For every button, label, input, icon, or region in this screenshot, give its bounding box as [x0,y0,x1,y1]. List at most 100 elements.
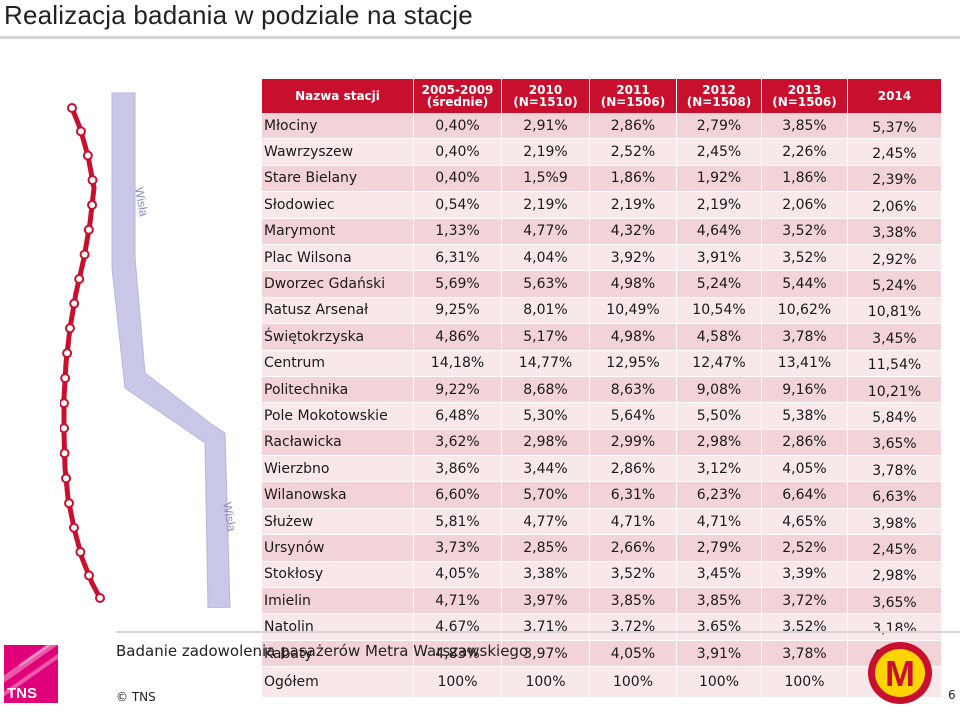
table-row-wawrzyszew: Wawrzyszew 0,40% 2,19% 2,52% 2,45% 2,26% 2,45% [262,139,942,166]
value-cell: 3,52% [762,218,848,245]
tns-logo: TNS [4,645,58,703]
value-cell: 4,71% [590,508,677,536]
value-cell: 5,44% [762,271,848,298]
header-station-name: Nazwa stacji [262,79,414,113]
station-name-cell: Ratusz Arsenał [262,297,414,325]
station-dot [87,175,98,186]
value-cell: 4,67% [414,614,502,641]
table-row-centrum: Centrum 14,18% 14,77% 12,95% 12,47% 13,41% 11,… [262,350,942,377]
value-cell: 3,62% [414,429,502,457]
value-cell: 3,71% [502,614,590,641]
table-row-raclawicka: Racławicka 3,62% 2,98% 2,99% 2,98% 2,86% 3,65% [262,429,942,457]
value-cell: 14,18% [414,350,502,377]
value-cell: 5,70% [502,482,590,509]
value-cell: 3,72% [590,614,677,641]
value-cell: 2,06% [762,192,848,219]
value-cell: 9,16% [762,376,848,404]
station-name-cell: Marymont [262,218,414,245]
station-dot [64,498,75,509]
station-name-cell: Kabaty [262,640,414,668]
value-cell: 6,23% [677,482,762,509]
station-name-cell: Imielin [262,588,414,615]
table-row-swietokrzyska: Świętokrzyska 4,86% 5,17% 4,98% 4,58% 3,78% 3,… [262,324,942,351]
value-cell: 4,71% [677,508,762,536]
station-name-cell: Ursynów [262,535,414,562]
value-cell: 2,98% [848,561,942,589]
table-row-slodowiec: Słodowiec 0,54% 2,19% 2,19% 2,19% 2,06% 2,06% [262,192,942,219]
station-name-cell: Dworzec Gdański [262,271,414,298]
value-cell: 6,48% [414,403,502,430]
station-name-cell: Ogółem [262,667,414,699]
value-cell: 3,85% [677,588,762,615]
metro-line-map: Wisła Wisła [60,92,239,608]
river-label-bottom: Wisła [220,501,239,533]
value-cell: 4,64% [677,218,762,245]
value-cell: 2,79% [677,113,762,140]
value-cell: 8,01% [502,297,590,325]
table-row-stoklosy: Stokłosy 4,05% 3,38% 3,52% 3,45% 3,39% 2,98% [262,561,942,589]
value-cell: 5,37% [848,113,942,140]
value-cell: 3,45% [848,324,942,351]
value-cell: 3,44% [502,456,590,483]
value-cell: 6,31% [590,482,677,509]
station-dot [60,423,69,434]
value-cell: 4,05% [590,640,677,668]
value-cell: 5,24% [848,271,942,298]
value-cell: 2,86% [590,113,677,140]
value-cell: 12,95% [590,350,677,377]
value-cell: 6,64% [762,482,848,509]
value-cell: 3,91% [677,640,762,668]
value-cell: 4,98% [590,324,677,351]
value-cell: 3,73% [414,535,502,562]
value-cell: 0,40% [414,165,502,193]
value-cell: 5,30% [502,403,590,430]
page-number: 6 [948,688,956,702]
table-row-ursynow: Ursynów 3,73% 2,85% 2,66% 2,79% 2,52% 2,45% [262,535,942,562]
value-cell: 13,41% [762,350,848,377]
station-dot [75,546,86,557]
value-cell: 2,79% [677,535,762,562]
value-cell: 10,62% [762,297,848,325]
value-cell: 100% [762,667,848,699]
value-cell: 0,40% [414,113,502,140]
value-cell: 2,26% [762,139,848,166]
value-cell: 0,40% [414,139,502,166]
station-dot [87,199,98,210]
table-row-pole-mokotowskie: Pole Mokotowskie 6,48% 5,30% 5,64% 5,50% 5,38… [262,403,942,430]
value-cell: 3,97% [502,588,590,615]
metro-logo: M [868,642,932,704]
value-cell: 100% [414,667,502,699]
value-cell: 2,85% [502,535,590,562]
table-row-stare-bielany: Stare Bielany 0,40% 1,5%9 1,86% 1,92% 1,86% 2,… [262,165,942,193]
value-cell: 5,64% [590,403,677,430]
station-name-cell: Służew [262,508,414,536]
value-cell: 100% [502,667,590,699]
station-name-cell: Racławicka [262,429,414,457]
value-cell: 3,85% [590,588,677,615]
station-dot [60,373,71,384]
station-dot [68,522,79,533]
value-cell: 9,25% [414,297,502,325]
station-dot [82,150,93,161]
table-row-politechnika: Politechnika 9,22% 8,68% 8,63% 9,08% 9,16% 10,… [262,376,942,404]
value-cell: 5,69% [414,271,502,298]
value-cell: 4,05% [414,561,502,589]
value-cell: 4,05% [762,456,848,483]
study-name: Badanie zadowolenia pasażerów Metra Wars… [116,642,529,660]
header-2014: 2014 [848,79,942,113]
station-markers [60,103,105,603]
table-row-ratusz-arsenal: Ratusz Arsenał 9,25% 8,01% 10,49% 10,54% 10,6… [262,297,942,325]
value-cell: 3,12% [677,456,762,483]
value-cell: 4,04% [502,244,590,272]
station-name-cell: Świętokrzyska [262,324,414,351]
value-cell: 3,86% [414,456,502,483]
station-name-cell: Stokłosy [262,561,414,589]
value-cell: 4,98% [590,271,677,298]
river-label-top: Wisła [132,186,151,218]
value-cell: 2,91% [502,113,590,140]
station-dot [83,224,94,235]
value-cell: 100% [677,667,762,699]
value-cell: 3,45% [677,561,762,589]
value-cell: 4,32% [590,218,677,245]
table-row-imielin: Imielin 4,71% 3,97% 3,85% 3,85% 3,72% 3,65% [262,588,942,615]
